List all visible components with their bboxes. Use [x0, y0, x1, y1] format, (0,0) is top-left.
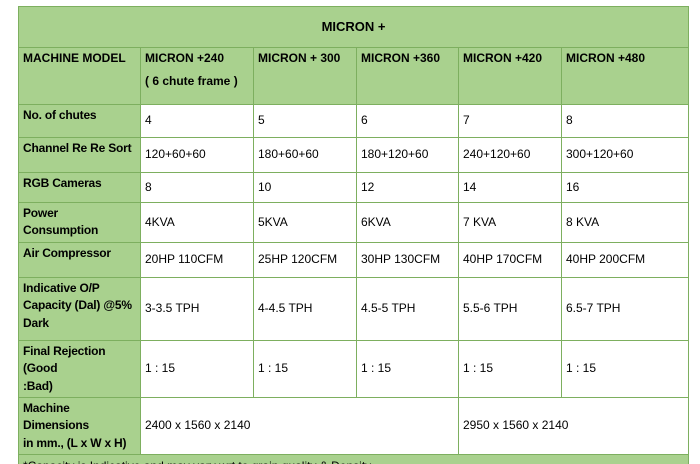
cell-value: 120+60+60	[140, 137, 254, 173]
cell-value: 300+120+60	[560, 137, 690, 173]
table-row-footnote: *Capacity is Indicative and may vary wrt…	[17, 454, 690, 464]
table-row-rejection: Final Rejection (Good :Bad) 1 : 15 1 : 1…	[18, 339, 690, 398]
row-label: Channel Re Re Sort	[18, 137, 141, 173]
row-label: No. of chutes	[18, 104, 141, 138]
header-model-360: MICRON +360	[356, 47, 459, 105]
table-row-header: MACHINE MODEL MICRON +240 ( 6 chute fram…	[18, 47, 690, 105]
header-model-240: MICRON +240 ( 6 chute frame )	[140, 47, 254, 105]
cell-value: 4	[140, 104, 254, 138]
cell-value: 4-4.5 TPH	[253, 276, 357, 341]
machine-spec-table: MICRON + MACHINE MODEL MICRON +240 ( 6 c…	[17, 6, 690, 464]
cell-value: 30HP 130CFM	[356, 241, 459, 278]
cell-value: 180+120+60	[356, 137, 459, 173]
header-model-480: MICRON +480	[560, 47, 690, 105]
cell-value: 6KVA	[356, 202, 459, 243]
table-title: MICRON +	[17, 6, 690, 48]
cell-value: 12	[356, 172, 459, 203]
cell-value: 5	[253, 104, 357, 138]
model-subtitle: ( 6 chute frame )	[145, 74, 238, 89]
capacity-footnote: *Capacity is Indicative and may vary wrt…	[17, 454, 690, 464]
cell-value: 1 : 15	[560, 339, 690, 398]
cell-value: 5.5-6 TPH	[458, 276, 562, 341]
cell-value: 180+60+60	[253, 137, 357, 173]
cell-value: 40HP 170CFM	[458, 241, 562, 278]
row-label: Air Compressor	[18, 241, 141, 278]
row-label: Machine Dimensions in mm., (L x W x H)	[18, 396, 141, 456]
cell-value: 20HP 110CFM	[140, 241, 254, 278]
cell-value: 1 : 15	[140, 339, 254, 398]
cell-value: 2950 x 1560 x 2140	[457, 396, 690, 456]
cell-value: 40HP 200CFM	[560, 241, 690, 278]
header-model-300: MICRON + 300	[253, 47, 357, 105]
table-row-capacity: Indicative O/P Capacity (Dal) @5% Dark 3…	[18, 276, 690, 341]
table-row-chutes: No. of chutes 4 5 6 7 8	[18, 104, 690, 138]
cell-value: 2400 x 1560 x 2140	[140, 396, 459, 456]
cell-value: 6	[356, 104, 459, 138]
model-name: MICRON +240	[145, 51, 225, 65]
cell-value: 1 : 15	[356, 339, 459, 398]
cell-value: 8 KVA	[560, 202, 690, 243]
cell-value: 14	[458, 172, 562, 203]
row-label: Indicative O/P Capacity (Dal) @5% Dark	[18, 276, 141, 341]
table-row-dimensions: Machine Dimensions in mm., (L x W x H) 2…	[18, 396, 690, 456]
cell-value: 4.5-5 TPH	[356, 276, 459, 341]
cell-value: 6.5-7 TPH	[560, 276, 690, 341]
table-row-channel: Channel Re Re Sort 120+60+60 180+60+60 1…	[18, 137, 690, 173]
cell-value: 240+120+60	[458, 137, 562, 173]
cell-value: 3-3.5 TPH	[140, 276, 254, 341]
cell-value: 16	[560, 172, 690, 203]
header-machine-model: MACHINE MODEL	[18, 47, 141, 105]
cell-value: 1 : 15	[458, 339, 562, 398]
cell-value: 7 KVA	[458, 202, 562, 243]
row-label: RGB Cameras	[18, 172, 141, 203]
cell-value: 5KVA	[253, 202, 357, 243]
table-row-title: MICRON +	[17, 6, 690, 48]
cell-value: 8	[140, 172, 254, 203]
table-row-cameras: RGB Cameras 8 10 12 14 16	[18, 172, 690, 203]
table-row-compressor: Air Compressor 20HP 110CFM 25HP 120CFM 3…	[18, 241, 690, 278]
cell-value: 10	[253, 172, 357, 203]
cell-value: 7	[458, 104, 562, 138]
cell-value: 4KVA	[140, 202, 254, 243]
header-model-420: MICRON +420	[458, 47, 562, 105]
cell-value: 8	[560, 104, 690, 138]
cell-value: 1 : 15	[253, 339, 357, 398]
row-label: Power Consumption	[18, 202, 141, 243]
cell-value: 25HP 120CFM	[253, 241, 357, 278]
table-row-power: Power Consumption 4KVA 5KVA 6KVA 7 KVA 8…	[18, 202, 690, 243]
row-label: Final Rejection (Good :Bad)	[18, 339, 141, 398]
